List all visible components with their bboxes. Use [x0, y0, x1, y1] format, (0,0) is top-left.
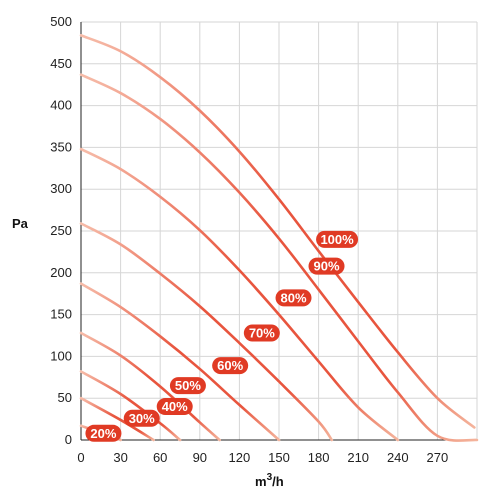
y-tick-label: 100: [50, 348, 72, 363]
y-tick-label: 350: [50, 139, 72, 154]
x-tick-label: 210: [347, 450, 369, 465]
x-axis-title-sup: 3: [267, 472, 273, 483]
y-tick-label: 500: [50, 14, 72, 29]
series-labels: 100% 90% 80% 70% 60% 50% 40% 30% 20%: [85, 230, 359, 442]
x-axis-title-tail: /h: [272, 474, 284, 489]
x-tick-label: 30: [113, 450, 127, 465]
curve-100pct: [79, 34, 476, 429]
x-tick-label: 270: [427, 450, 449, 465]
x-tick-label: 60: [153, 450, 167, 465]
curves: [79, 34, 479, 442]
series-label-40pct: 40%: [156, 398, 193, 416]
curve-70pct: [79, 222, 334, 442]
series-label-80pct: 80%: [275, 289, 312, 307]
x-tick-label: 150: [268, 450, 290, 465]
series-label-text: 30%: [129, 411, 155, 426]
y-tick-label: 0: [65, 432, 72, 447]
y-tick-label: 50: [58, 390, 72, 405]
series-label-text: 70%: [249, 325, 275, 340]
curve-30pct: [79, 396, 155, 442]
series-label-pill: [169, 377, 206, 395]
y-tick-label: 400: [50, 98, 72, 113]
x-axis-title-main: m: [255, 474, 267, 489]
series-label-pill: [308, 257, 345, 275]
series-label-pill: [212, 357, 249, 375]
y-tick-label: 150: [50, 307, 72, 322]
tick-labels: 0 30 60 90 120 150 180 210 240 270 0 50 100 150 200 250…: [50, 14, 448, 465]
series-label-text: 60%: [217, 358, 243, 373]
series-label-pill: [316, 230, 359, 248]
y-tick-label: 250: [50, 223, 72, 238]
curve-60pct: [79, 282, 281, 442]
series-label-text: 90%: [314, 259, 340, 274]
series-label-text: 100%: [320, 232, 354, 247]
series-label-100pct: 100%: [316, 230, 359, 248]
curve-50pct: [79, 331, 221, 442]
x-axis-title: m3/h: [255, 472, 284, 489]
series-label-pill: [243, 324, 280, 342]
series-label-60pct: 60%: [212, 357, 249, 375]
series-label-text: 80%: [281, 290, 307, 305]
y-axis-title: Pa: [12, 216, 29, 231]
x-tick-label: 180: [308, 450, 330, 465]
curve-40pct: [79, 370, 182, 442]
series-label-pill: [156, 398, 193, 416]
x-tick-label: 240: [387, 450, 409, 465]
series-label-text: 50%: [175, 378, 201, 393]
series-label-pill: [85, 424, 122, 442]
series-label-90pct: 90%: [308, 257, 345, 275]
curve-80pct: [79, 147, 400, 442]
x-tick-label: 120: [229, 450, 251, 465]
series-label-text: 40%: [162, 399, 188, 414]
y-tick-label: 200: [50, 265, 72, 280]
series-label-50pct: 50%: [169, 377, 206, 395]
series-label-text: 20%: [90, 426, 116, 441]
y-tick-label: 450: [50, 56, 72, 71]
y-tick-label: 300: [50, 181, 72, 196]
x-tick-label: 0: [77, 450, 84, 465]
series-label-70pct: 70%: [243, 324, 280, 342]
series-label-20pct: 20%: [85, 424, 122, 442]
curve-90pct: [79, 73, 479, 442]
x-tick-label: 90: [193, 450, 207, 465]
series-label-pill: [123, 409, 160, 427]
series-label-30pct: 30%: [123, 409, 160, 427]
series-label-pill: [275, 289, 312, 307]
